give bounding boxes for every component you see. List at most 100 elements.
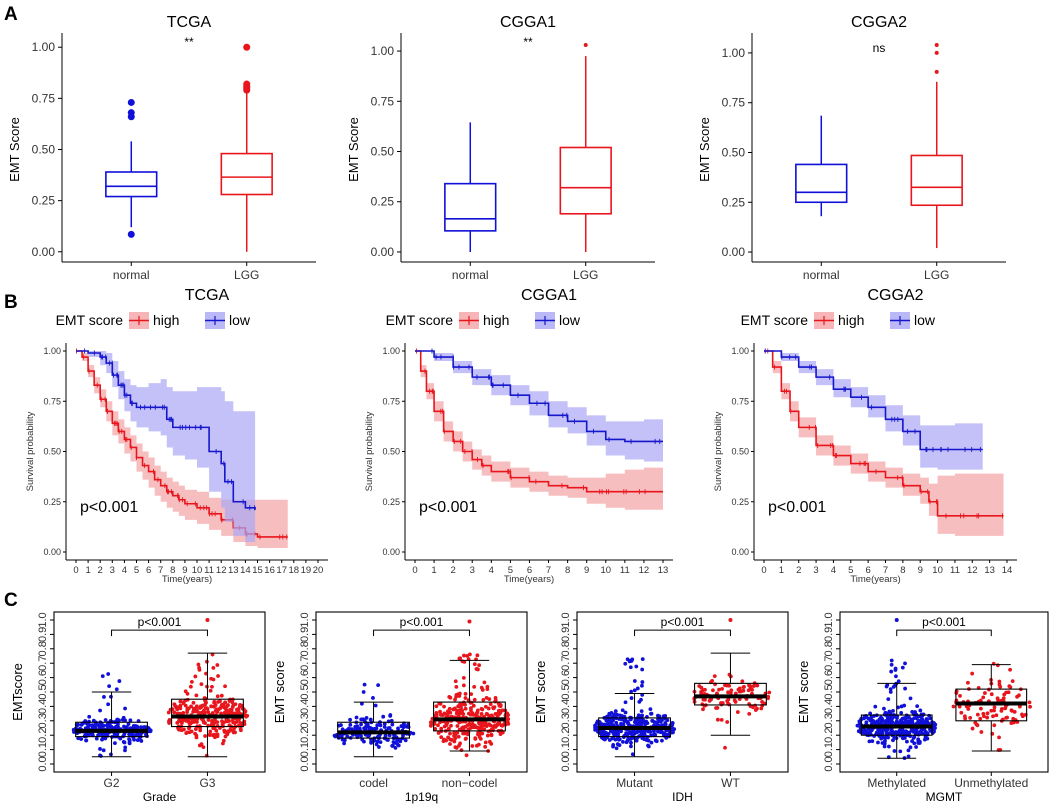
data-point <box>491 706 496 711</box>
data-point <box>371 696 375 700</box>
data-point <box>701 688 705 692</box>
data-point <box>992 705 997 710</box>
y-tick-label: 1.00 <box>731 346 749 356</box>
data-point <box>100 674 105 679</box>
data-point <box>210 684 214 689</box>
data-point <box>874 730 879 735</box>
data-point <box>1028 704 1032 709</box>
data-point <box>135 738 140 743</box>
data-point <box>1017 704 1022 709</box>
legend-title: EMT score <box>386 312 454 328</box>
data-point <box>658 719 663 724</box>
data-point <box>623 661 628 666</box>
data-point <box>906 754 911 759</box>
data-point <box>985 711 990 716</box>
chart-title: TCGA <box>185 287 230 304</box>
p-value-label: p<0.001 <box>400 615 444 629</box>
data-point <box>191 700 196 705</box>
y-tick-label: 0.25 <box>32 194 56 208</box>
data-point <box>211 665 216 670</box>
data-point <box>891 738 895 743</box>
y-tick-label: 0.25 <box>43 497 61 507</box>
data-point <box>441 713 445 717</box>
data-point <box>900 665 905 670</box>
data-point <box>905 730 910 735</box>
x-tick-label: 14 <box>1002 565 1013 576</box>
data-point <box>500 723 505 728</box>
box-outlier-point <box>127 109 135 117</box>
data-point <box>139 725 143 730</box>
data-point <box>891 709 895 713</box>
data-point <box>480 707 485 712</box>
x-tick-label: 5 <box>848 565 853 576</box>
data-point <box>116 722 120 726</box>
data-point <box>181 711 186 715</box>
x-tick-label: 1 <box>85 565 90 576</box>
km-confidence-band <box>415 351 663 462</box>
legend-label: high <box>838 312 864 328</box>
data-point <box>654 739 659 744</box>
data-point <box>227 719 231 723</box>
data-point <box>433 726 438 731</box>
data-point <box>648 707 653 711</box>
data-point <box>381 714 386 719</box>
y-tick-label: 0.8 <box>299 641 311 656</box>
box-outlier-point <box>127 230 135 238</box>
x-tick-label: 10 <box>192 565 203 576</box>
y-tick-label: 0.75 <box>382 396 400 406</box>
data-point <box>114 687 119 692</box>
data-point <box>918 708 923 713</box>
data-point <box>348 722 353 727</box>
x-tick-label: 7 <box>883 565 888 576</box>
data-point <box>483 740 488 745</box>
y-tick-label: 0.7 <box>823 656 835 671</box>
data-point <box>126 722 131 726</box>
y-tick-label: 1.00 <box>43 346 61 356</box>
data-point <box>175 707 180 712</box>
data-point <box>466 711 471 716</box>
data-point <box>951 704 956 709</box>
data-point <box>469 708 473 713</box>
data-point <box>454 711 459 716</box>
x-tick-label: 12 <box>639 565 650 576</box>
y-axis-label: EMT Score <box>7 117 22 182</box>
data-point <box>505 711 510 716</box>
y-tick-label: 0.6 <box>560 670 572 685</box>
data-point <box>887 721 892 726</box>
data-point <box>920 731 925 736</box>
data-point <box>989 692 994 697</box>
data-point <box>741 685 746 690</box>
data-point <box>369 740 374 744</box>
p-value-label: p<0.001 <box>768 499 826 516</box>
panel-label-b: B <box>4 292 18 313</box>
data-point <box>215 734 220 739</box>
data-point <box>856 729 861 734</box>
data-point <box>484 695 489 700</box>
x-tick-label: 7 <box>546 565 551 576</box>
data-point <box>889 658 894 663</box>
data-point <box>625 739 630 743</box>
data-point <box>903 661 907 666</box>
km-panel: TCGA EMT score high low 0.00 0.25 0.50 0.75 1.00… <box>25 287 328 585</box>
data-point <box>717 687 721 692</box>
data-point <box>232 726 236 731</box>
data-point <box>197 668 202 672</box>
data-point <box>898 749 903 754</box>
y-tick-label: 0.75 <box>371 94 395 108</box>
data-point <box>221 705 226 710</box>
data-point <box>436 723 440 728</box>
x-tick-label: LGG <box>234 268 259 282</box>
data-point <box>228 708 232 712</box>
data-point <box>1004 715 1009 720</box>
data-point <box>209 676 214 681</box>
x-tick-label: 1 <box>431 565 436 576</box>
data-point <box>928 727 932 732</box>
x-axis-label: Time(years) <box>162 574 212 585</box>
data-point <box>189 729 194 734</box>
y-tick-label: 0.00 <box>371 245 395 259</box>
x-tick-label: 10 <box>932 565 943 576</box>
data-point <box>634 664 639 669</box>
data-point <box>880 719 885 723</box>
data-point <box>467 722 472 727</box>
data-point <box>175 711 180 716</box>
